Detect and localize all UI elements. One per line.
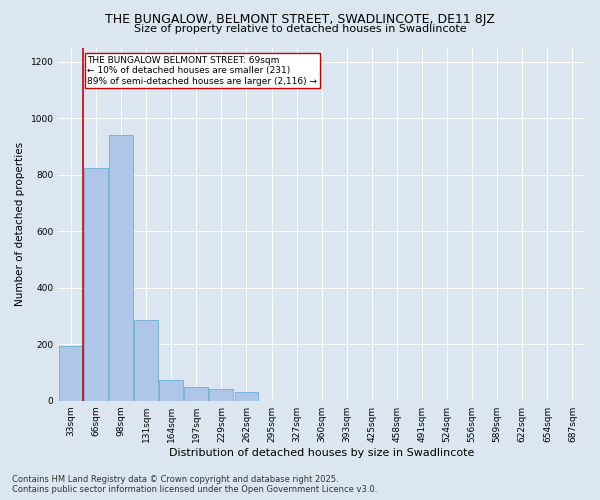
Bar (235, 392, 259, 400)
Y-axis label: Number of detached properties: Number of detached properties (15, 142, 25, 306)
Text: Contains HM Land Registry data © Crown copyright and database right 2025.
Contai: Contains HM Land Registry data © Crown c… (12, 474, 377, 494)
Bar (109, 135, 133, 400)
Bar (84, 168, 108, 400)
Bar (184, 386, 208, 400)
Bar (160, 380, 183, 400)
X-axis label: Distribution of detached houses by size in Swadlincote: Distribution of detached houses by size … (169, 448, 475, 458)
Text: Size of property relative to detached houses in Swadlincote: Size of property relative to detached ho… (134, 24, 466, 34)
Bar (134, 320, 158, 400)
Bar (59, 346, 83, 401)
Bar (209, 390, 233, 400)
Text: THE BUNGALOW BELMONT STREET: 69sqm
← 10% of detached houses are smaller (231)
89: THE BUNGALOW BELMONT STREET: 69sqm ← 10%… (87, 56, 317, 86)
Text: THE BUNGALOW, BELMONT STREET, SWADLINCOTE, DE11 8JZ: THE BUNGALOW, BELMONT STREET, SWADLINCOT… (105, 12, 495, 26)
